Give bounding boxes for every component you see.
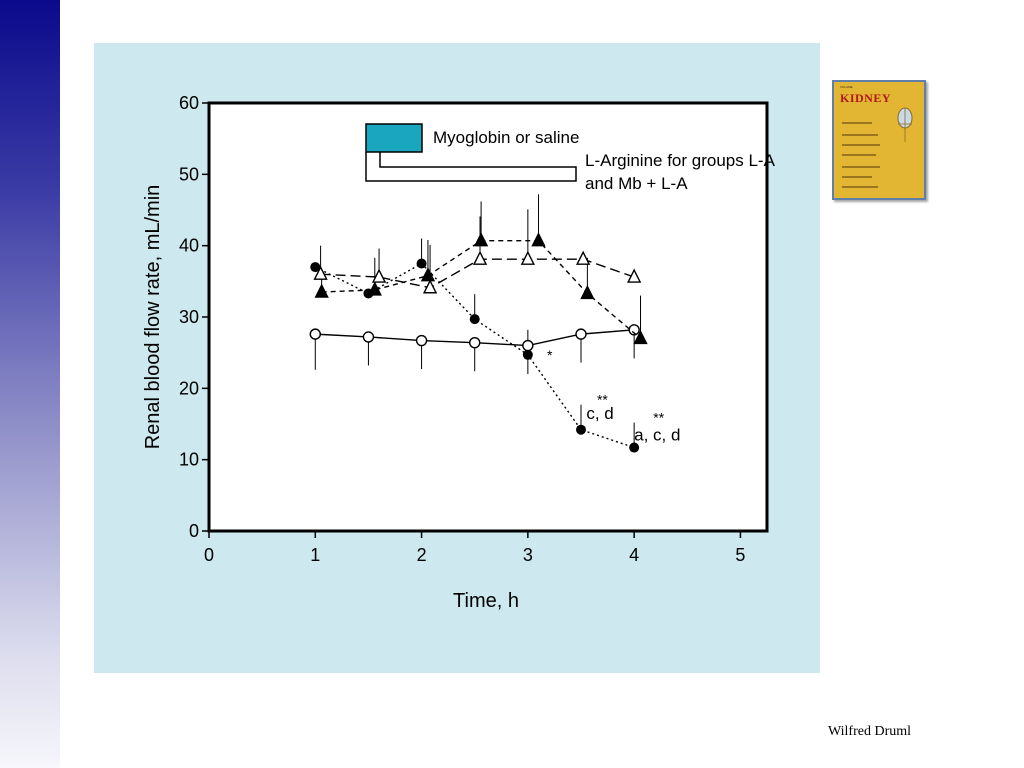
y-tick-label: 10: [179, 450, 199, 470]
book-text-line: [842, 154, 876, 156]
book-cover-image: VOLUME KIDNEY: [832, 80, 926, 200]
series-2: [309, 324, 640, 375]
data-point: [314, 283, 329, 298]
data-point: [362, 331, 375, 343]
series: [309, 194, 648, 453]
data-point: [422, 279, 438, 294]
data-point: [420, 267, 436, 282]
data-point: [313, 265, 328, 280]
x-tick-label: 1: [310, 545, 320, 565]
y-tick-label: 60: [179, 93, 199, 113]
annotations: ***c, d **a, c, d: [547, 347, 680, 445]
x-tick-label: 0: [204, 545, 214, 565]
x-tick-label: 5: [735, 545, 745, 565]
annotation-label: **: [653, 410, 664, 426]
data-point: [522, 339, 534, 352]
data-point: [472, 250, 488, 265]
x-tick-label: 3: [523, 545, 533, 565]
book-text-line: [842, 176, 872, 178]
annotation-label: c, d: [586, 404, 613, 423]
legend-label-arginine: L-Arginine for groups L-A: [585, 151, 776, 170]
data-point: [629, 442, 640, 453]
data-point: [633, 329, 648, 345]
y-tick-label: 30: [179, 307, 199, 327]
book-text-line: [842, 144, 880, 146]
x-tick-label: 2: [417, 545, 427, 565]
data-point: [627, 268, 642, 283]
x-tick-label: 4: [629, 545, 639, 565]
y-tick-label: 40: [179, 236, 199, 256]
legend-label-myoglobin: Myoglobin or saline: [433, 128, 579, 147]
data-point: [575, 250, 591, 265]
y-axis-label: Renal blood flow rate, mL/min: [142, 185, 164, 450]
legend-label-arginine-cont: and Mb + L-A: [585, 174, 688, 193]
footer-author: Wilfred Druml: [828, 724, 912, 739]
data-point: [371, 268, 387, 283]
data-point: [575, 328, 587, 340]
kidney-illustration: [897, 107, 913, 142]
plot-area: [207, 101, 769, 533]
annotation-label: **: [597, 392, 608, 408]
book-text-line: [842, 122, 872, 124]
data-point: [309, 328, 321, 340]
book-text-line: [842, 166, 880, 168]
data-point: [367, 281, 382, 296]
x-axis-label: Time, h: [453, 590, 519, 612]
data-point: [469, 336, 481, 349]
book-title: KIDNEY: [840, 91, 892, 105]
book-text-line: [842, 134, 878, 136]
annotation-label: a, c, d: [634, 425, 680, 444]
figure-panel: 0 1 2 3 4 5 0 10 20 30 40 50 60 Myoglobin or saline …: [94, 43, 820, 673]
data-point: [520, 250, 535, 265]
annotation-label: *: [547, 347, 553, 363]
data-point: [580, 284, 595, 300]
series-3: [314, 194, 648, 345]
legend-bracket-arginine: [365, 152, 577, 182]
y-tick-label: 50: [179, 164, 199, 184]
data-point: [310, 262, 321, 273]
data-point: [415, 334, 428, 347]
data-point: [416, 258, 427, 269]
series-4: [313, 209, 642, 294]
y-tick-label: 20: [179, 378, 199, 398]
book-series-label: VOLUME: [840, 85, 853, 89]
legend-swatch-myoglobin: [365, 123, 423, 153]
data-point: [628, 324, 640, 336]
data-point: [576, 424, 586, 435]
slide-side-bar: [0, 0, 60, 768]
book-text-line: [842, 186, 878, 188]
data-point: [469, 314, 480, 325]
data-point: [531, 232, 546, 247]
data-point: [473, 232, 489, 247]
y-tick-label: 0: [189, 521, 199, 541]
legend: Myoglobin or saline L-Arginine for group…: [365, 123, 776, 193]
